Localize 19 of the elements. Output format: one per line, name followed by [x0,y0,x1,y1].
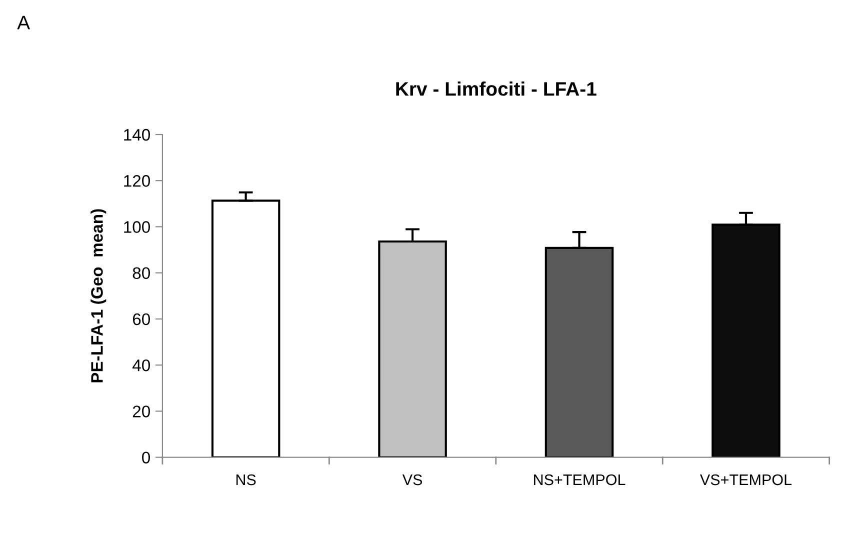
x-tick-label: NS+TEMPOL [534,474,626,486]
y-tick-label: 20 [132,406,150,418]
text: A [17,16,30,30]
y-tick-label: 140 [124,128,150,141]
bar [544,246,614,458]
y-tick-label: 40 [132,359,150,372]
y-tick-label: 120 [124,175,150,187]
y-tick-label: 100 [124,221,150,233]
bar [211,200,280,458]
chart-title: Krv - Limfociti - LFA-1 [396,82,596,96]
x-tick-label: VS+TEMPOL [700,474,792,486]
y-axis-title: PE-LFA-1 (Geo mean) [90,209,106,382]
bar [378,240,447,458]
bar [712,224,780,458]
y-tick-label: 0 [142,452,150,464]
x-tick-label: VS [402,474,422,486]
y-tick-label: 80 [132,267,150,280]
x-tick-label: NS [236,474,256,486]
y-tick-label: 60 [132,313,150,326]
